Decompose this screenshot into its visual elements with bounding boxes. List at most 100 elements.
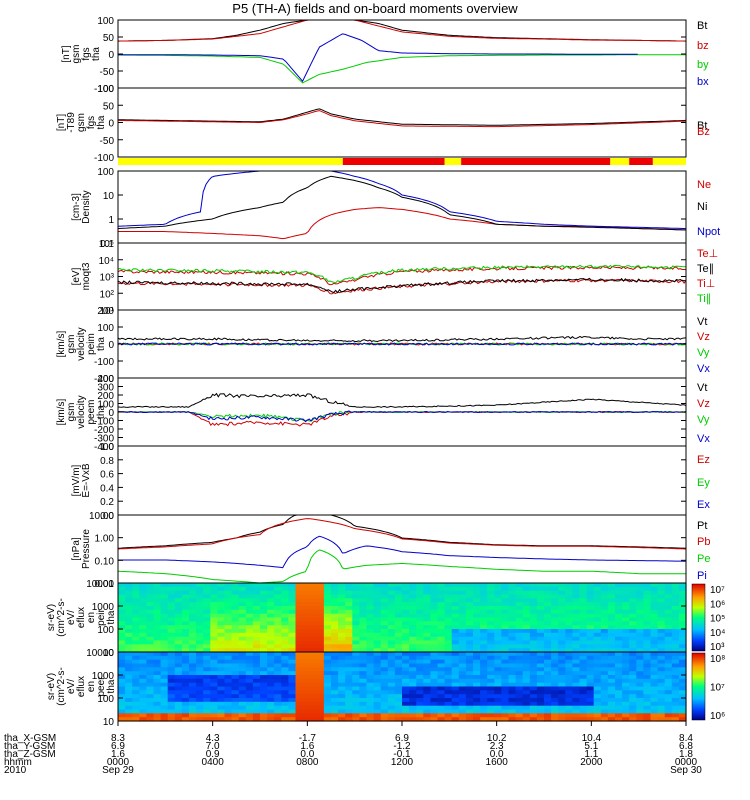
spectrogram-cell (181, 690, 190, 695)
spectrogram-cell (480, 632, 488, 638)
spectrogram-cell (316, 698, 325, 703)
spectrogram-cell (600, 652, 609, 657)
y-axis-label: Pressure (81, 529, 92, 569)
spectrogram-cell (551, 709, 559, 714)
spectrogram-cell (650, 617, 659, 622)
spectrogram-cell (416, 613, 424, 619)
footer-value: 6.9 (111, 741, 125, 752)
spectrogram-cell (196, 659, 204, 665)
spectrogram-cell (174, 652, 183, 657)
spectrogram-cell (572, 671, 581, 676)
spectrogram-cell (508, 594, 517, 599)
spectrogram-cell (536, 602, 545, 607)
spectrogram-cell (338, 594, 346, 599)
spectrogram-cell (352, 648, 360, 653)
spectrogram-cell (593, 678, 602, 684)
spectrogram-cell (181, 698, 190, 703)
spectrogram-cell (217, 686, 226, 691)
spectrogram-cell (309, 671, 318, 676)
spectrogram-cell (544, 636, 552, 642)
spectrogram-cell (196, 675, 204, 680)
spectrogram-cell (558, 632, 566, 638)
spectrogram-cell (295, 606, 304, 611)
spectrogram-cell (316, 717, 325, 722)
spectrogram-cell (316, 609, 325, 615)
spectrogram-cell (260, 678, 268, 684)
spectrogram-cell (153, 606, 162, 611)
spectrogram-cell (501, 675, 510, 680)
spectrogram-cell (288, 709, 297, 714)
spectrogram-cell (331, 698, 339, 703)
spectrogram-cell (309, 663, 318, 668)
spectrogram-cell (153, 609, 162, 615)
spectrogram-cell (622, 671, 630, 676)
legend-entry: Vt (697, 382, 707, 394)
spectrogram-cell (210, 625, 218, 630)
spectrogram-cell (316, 659, 325, 665)
spectrogram-cell (423, 648, 431, 653)
spectrogram-cell (430, 709, 439, 714)
spectrogram-cell (309, 609, 318, 615)
spectrogram-cell (409, 621, 417, 626)
spectrogram-cell (636, 675, 644, 680)
spectrogram-cell (465, 705, 474, 711)
spectrogram-cell (323, 652, 332, 657)
spectrogram-cell (366, 644, 375, 649)
spectrogram-cell (274, 640, 282, 645)
spectrogram-cell (359, 652, 368, 657)
y-tick-label: 1000 (92, 602, 115, 613)
spectrogram-cell (295, 590, 304, 596)
spectrogram-cell (473, 698, 481, 703)
spectrogram-cell (508, 636, 517, 642)
spectrogram-cell (558, 686, 566, 691)
legend-entry: Vx (697, 363, 710, 375)
spectrogram-cell (678, 678, 687, 684)
spectrogram-cell (465, 625, 474, 630)
spectrogram-cell (196, 648, 204, 653)
spectrogram-cell (373, 713, 382, 718)
spectrogram-cell (174, 632, 183, 638)
spectrogram-cell (572, 663, 581, 668)
spectrogram-cell (309, 659, 318, 665)
spectrogram-cell (245, 667, 254, 672)
spectrogram-cell (402, 663, 410, 668)
spectrogram-cell (402, 701, 410, 707)
spectrogram-cell (267, 590, 275, 596)
spectrogram-cell (444, 632, 453, 638)
spectrogram-cell (536, 675, 545, 680)
spectrogram-cell (480, 621, 488, 626)
spectrogram-cell (593, 621, 602, 626)
spectrogram-cell (572, 648, 581, 653)
footer-value: -1.2 (393, 741, 411, 752)
spectrogram-cell (622, 652, 630, 657)
spectrogram-cell (515, 598, 524, 603)
spectrogram-cell (373, 590, 382, 596)
y-axis-label: tha (96, 337, 107, 351)
spectrogram-cell (196, 690, 204, 695)
spectrogram-cell (671, 598, 680, 603)
spectrogram-cell (643, 690, 652, 695)
spectrogram-cell (203, 613, 211, 619)
spectrogram-cell (515, 709, 524, 714)
spectrogram-cell (288, 663, 297, 668)
spectrogram-cell (437, 629, 446, 634)
spectrogram-cell (416, 632, 424, 638)
spectrogram-cell (444, 621, 453, 626)
spectrogram-cell (118, 621, 126, 626)
spectrogram-cell (607, 671, 616, 676)
spectrogram-cell (515, 671, 524, 676)
spectrogram-cell (309, 717, 318, 722)
spectrogram-cell (671, 694, 680, 699)
spectrogram-cell (345, 583, 353, 588)
y-tick-label: 100 (97, 625, 114, 636)
spectrogram-cell (458, 602, 467, 607)
spectrogram-cell (494, 671, 502, 676)
spectrogram-cell (302, 583, 311, 588)
spectrogram-cell (139, 652, 147, 657)
spectrogram-cell (203, 659, 211, 665)
spectrogram-cell (515, 606, 524, 611)
spectrogram-cell (323, 609, 332, 615)
spectrogram-cell (345, 690, 353, 695)
spectrogram-cell (465, 713, 474, 718)
y-tick-label: 400 (97, 374, 114, 385)
